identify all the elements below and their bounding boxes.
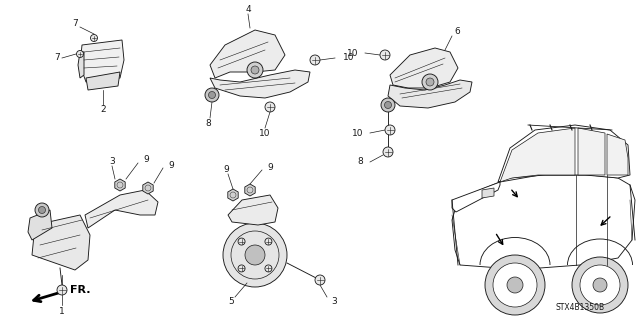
Text: 8: 8 <box>357 158 363 167</box>
Circle shape <box>381 98 395 112</box>
Circle shape <box>238 238 245 245</box>
Text: FR.: FR. <box>70 285 90 295</box>
Text: 5: 5 <box>228 296 234 306</box>
Circle shape <box>383 147 393 157</box>
Circle shape <box>38 206 45 213</box>
Text: 9: 9 <box>267 162 273 172</box>
Polygon shape <box>78 52 84 78</box>
Polygon shape <box>245 184 255 196</box>
Circle shape <box>247 62 263 78</box>
Polygon shape <box>80 40 124 82</box>
Polygon shape <box>452 182 500 212</box>
Circle shape <box>507 277 523 293</box>
Polygon shape <box>388 80 472 108</box>
Text: 1: 1 <box>59 307 65 315</box>
Text: 6: 6 <box>454 27 460 36</box>
Text: 9: 9 <box>143 155 148 165</box>
Circle shape <box>380 50 390 60</box>
Circle shape <box>315 275 325 285</box>
Circle shape <box>493 263 537 307</box>
Text: 3: 3 <box>331 296 337 306</box>
Polygon shape <box>28 210 52 240</box>
Circle shape <box>265 238 272 245</box>
Polygon shape <box>210 70 310 98</box>
Circle shape <box>422 74 438 90</box>
Polygon shape <box>210 30 285 78</box>
Circle shape <box>90 34 97 41</box>
Circle shape <box>205 88 219 102</box>
Text: 9: 9 <box>168 160 173 169</box>
Circle shape <box>223 223 287 287</box>
Polygon shape <box>452 175 635 268</box>
Circle shape <box>310 55 320 65</box>
Text: 7: 7 <box>72 19 78 28</box>
Circle shape <box>385 125 395 135</box>
Polygon shape <box>85 190 158 228</box>
Circle shape <box>593 278 607 292</box>
Circle shape <box>572 257 628 313</box>
Polygon shape <box>578 128 605 175</box>
Polygon shape <box>115 179 125 191</box>
Circle shape <box>485 255 545 315</box>
Polygon shape <box>228 195 278 225</box>
Circle shape <box>426 78 434 86</box>
Text: 4: 4 <box>245 5 251 14</box>
Polygon shape <box>390 48 458 88</box>
Text: 2: 2 <box>100 106 106 115</box>
Text: 8: 8 <box>205 120 211 129</box>
Circle shape <box>265 102 275 112</box>
Polygon shape <box>482 188 494 198</box>
Circle shape <box>77 50 83 57</box>
Text: 10: 10 <box>351 129 363 137</box>
Polygon shape <box>143 182 153 194</box>
Text: 9: 9 <box>223 166 229 174</box>
Circle shape <box>385 101 392 108</box>
Text: 7: 7 <box>54 54 60 63</box>
Circle shape <box>245 245 265 265</box>
Text: 10: 10 <box>259 130 271 138</box>
Circle shape <box>580 265 620 305</box>
Polygon shape <box>498 125 630 182</box>
Polygon shape <box>32 215 90 270</box>
Text: STX4B1350B: STX4B1350B <box>556 303 605 312</box>
Polygon shape <box>86 72 120 90</box>
Circle shape <box>251 66 259 74</box>
Polygon shape <box>500 128 575 182</box>
Text: 10: 10 <box>343 54 355 63</box>
Polygon shape <box>607 134 628 175</box>
Circle shape <box>35 203 49 217</box>
Polygon shape <box>228 189 238 201</box>
Text: 3: 3 <box>109 158 115 167</box>
Circle shape <box>209 92 216 99</box>
Circle shape <box>265 265 272 272</box>
Circle shape <box>57 285 67 295</box>
Circle shape <box>238 265 245 272</box>
Text: 10: 10 <box>346 48 358 57</box>
